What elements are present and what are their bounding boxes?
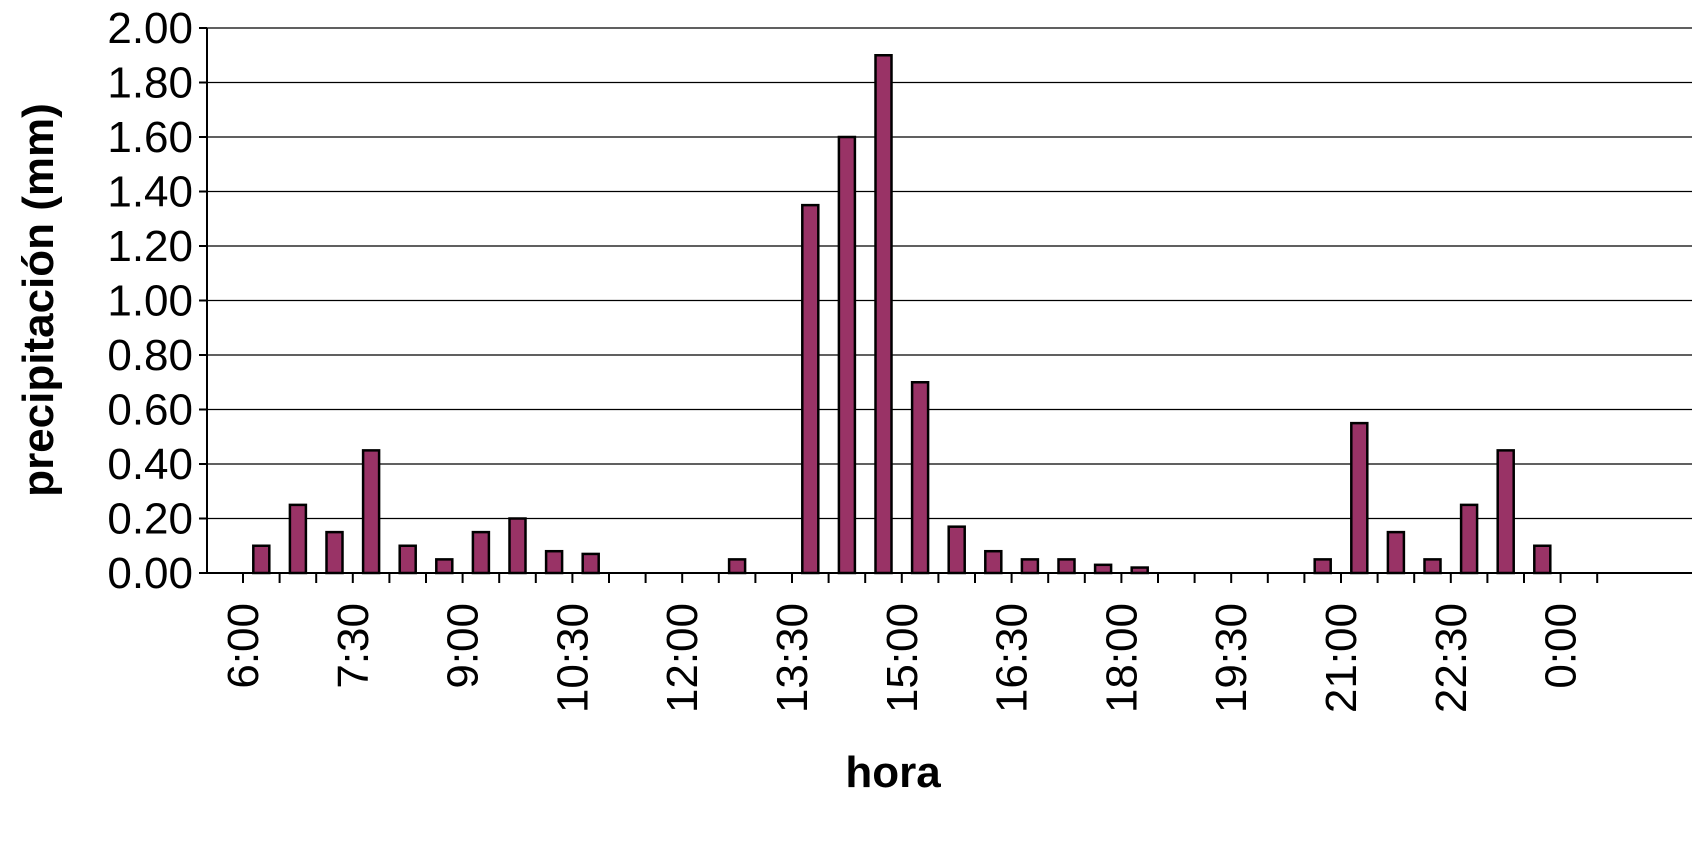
y-tick-label: 0.20	[107, 495, 193, 544]
bar	[508, 517, 527, 575]
bar	[1423, 558, 1442, 575]
x-tick-labels: 6:00 7:30 9:00 10:30 12:00 13:30 15:00 16:30 18:…	[219, 603, 1586, 713]
bar	[361, 449, 381, 575]
x-tick-label: 12:00	[658, 603, 707, 713]
bar	[910, 381, 930, 575]
y-axis-title: precipitación (mm)	[14, 103, 63, 497]
x-tick-label: 15:00	[878, 603, 927, 713]
bar	[1533, 544, 1552, 575]
x-tick-label: 16:30	[988, 603, 1037, 713]
x-tick-label: 21:00	[1317, 603, 1366, 713]
x-tick-label: 19:30	[1207, 603, 1256, 713]
bar	[544, 549, 564, 575]
y-tick-label: 0.60	[107, 386, 193, 435]
bar	[837, 135, 857, 575]
x-tick-label: 9:00	[439, 603, 488, 689]
y-tick-label: 2.00	[107, 4, 193, 53]
bar	[1459, 503, 1479, 575]
y-tick-label: 1.40	[107, 168, 193, 217]
bar	[801, 203, 820, 575]
bar	[947, 525, 966, 575]
bars	[252, 54, 1552, 575]
bar	[471, 530, 491, 575]
bar	[1386, 530, 1406, 575]
bar	[581, 552, 600, 575]
x-tick-label: 10:30	[548, 603, 597, 713]
bar	[874, 54, 893, 575]
y-tick-label: 1.00	[107, 277, 193, 326]
bar	[984, 549, 1003, 575]
bar	[1350, 421, 1369, 575]
bar	[325, 530, 344, 575]
x-axis-title: hora	[845, 748, 941, 797]
y-tick-label: 0.00	[107, 549, 193, 598]
axes	[199, 27, 1692, 583]
x-tick-label: 6:00	[219, 603, 268, 689]
x-tick-label: 7:30	[329, 603, 378, 689]
x-tick-label: 13:30	[768, 603, 817, 713]
bar	[727, 558, 747, 575]
bar	[435, 558, 454, 575]
bar	[1020, 558, 1040, 575]
y-tick-label: 1.60	[107, 113, 193, 162]
bar	[1496, 449, 1515, 575]
bar	[288, 503, 308, 575]
y-tick-label: 1.80	[107, 59, 193, 108]
x-tick-label: 22:30	[1427, 603, 1476, 713]
x-tick-label: 18:00	[1097, 603, 1146, 713]
y-tick-label: 0.80	[107, 331, 193, 380]
y-tick-label: 0.40	[107, 440, 193, 489]
bar	[1313, 558, 1332, 575]
x-tick-label: 0:00	[1537, 603, 1586, 689]
bar	[1093, 563, 1113, 575]
bar	[1057, 558, 1076, 575]
y-tick-label: 1.20	[107, 222, 193, 271]
gridlines	[207, 27, 1692, 520]
bar	[398, 544, 417, 575]
bar	[252, 544, 271, 575]
y-tick-labels: 0.00 0.20 0.40 0.60 0.80 1.00 1.20 1.40 1.60 1.80…	[107, 4, 193, 598]
